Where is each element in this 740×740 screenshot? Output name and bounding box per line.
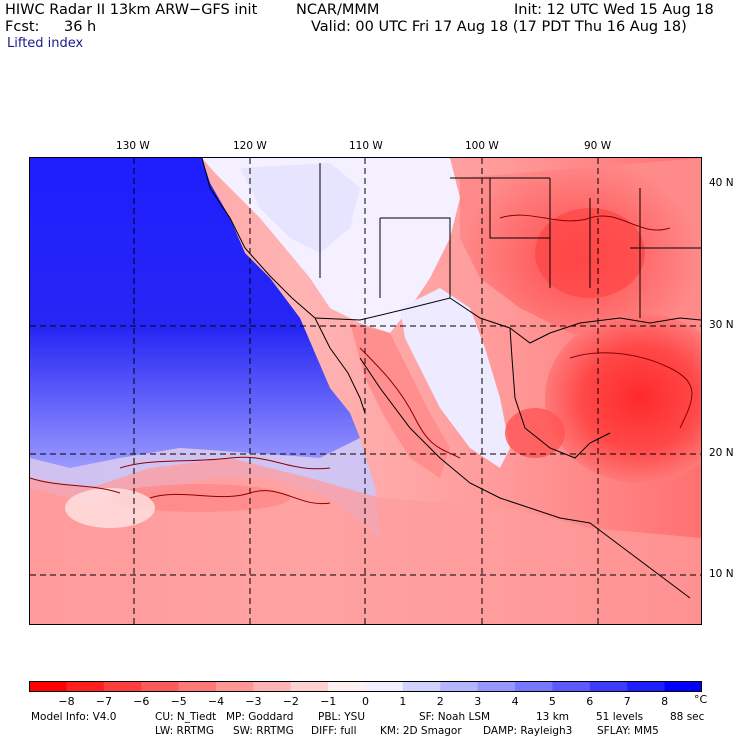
color-scale-label: 8 (661, 695, 669, 708)
color-scale-label: 7 (623, 695, 631, 708)
itcz-streak (110, 484, 290, 512)
valid-time: Valid: 00 UTC Fri 17 Aug 18 (17 PDT Thu … (311, 19, 687, 35)
us-west-coast (201, 158, 316, 319)
microphysics-scheme: MP: Goddard (226, 711, 294, 723)
graticule (30, 158, 701, 624)
color-scale-label: −6 (133, 695, 150, 708)
field-name: Lifted index (7, 36, 84, 51)
lifted-index-field (30, 158, 701, 624)
longwave-scheme: LW: RRTMG (155, 725, 214, 737)
color-scale-label: 3 (474, 695, 482, 708)
color-swatch (627, 681, 666, 692)
pacific-transition-region (30, 438, 380, 538)
contour-itcz (149, 490, 331, 505)
color-scale-label: −7 (95, 695, 113, 708)
color-swatch (29, 681, 67, 692)
shortwave-scheme: SW: RRTMG (233, 725, 294, 737)
color-swatch (328, 681, 366, 692)
color-scale-label: −5 (170, 695, 187, 708)
model-info: Model Info: V4.0 (31, 711, 117, 723)
color-swatch (589, 681, 628, 692)
contour-pacific (30, 477, 121, 494)
color-scale-unit: °C (694, 693, 708, 706)
timestep: 88 sec (670, 711, 705, 723)
color-scale-label: 0 (362, 695, 369, 708)
gulf-core (545, 313, 701, 483)
color-scale-label: −8 (58, 695, 75, 708)
color-swatch (290, 681, 329, 692)
lon-label-110w: 110 W (349, 140, 383, 152)
color-scale-label: 4 (511, 695, 519, 708)
us-mexico-border (314, 297, 511, 329)
state-line-2 (549, 178, 701, 318)
mexico-west-coast (359, 357, 561, 519)
forecast-label: Fcst: (5, 19, 40, 35)
lon-label-90w: 90 W (584, 140, 612, 152)
color-swatch (215, 681, 254, 692)
contour-mexico (359, 347, 461, 459)
central-america (559, 517, 691, 599)
color-scale-label: −2 (282, 695, 299, 708)
grid-spacing: 13 km (536, 711, 570, 723)
lifted-index-contours (30, 214, 693, 505)
state-line-1 (319, 163, 550, 298)
color-swatch (365, 681, 404, 692)
color-swatch (103, 681, 142, 692)
contour-plains (499, 214, 671, 231)
gulf-coast (509, 317, 701, 344)
lon-label-100w: 100 W (465, 140, 499, 152)
great-basin-light (240, 163, 360, 253)
forecast-hour: 36 h (64, 19, 97, 35)
color-swatch (141, 681, 180, 692)
color-swatch (477, 681, 516, 692)
pacific-stable-region (30, 158, 360, 468)
lat-label-30n: 30 N (709, 319, 734, 331)
color-swatch (515, 681, 553, 692)
vertical-levels: 51 levels (596, 711, 644, 723)
diffusion-option: DIFF: full (311, 725, 357, 737)
eddy-coefficient-option: KM: 2D Smagor (380, 725, 462, 737)
color-scale-label: 1 (399, 695, 407, 708)
color-swatch (664, 681, 702, 692)
color-scale-label: 2 (436, 695, 444, 708)
mexico-east-coast (509, 327, 611, 459)
surface-scheme: SF: Noah LSM (419, 711, 491, 723)
lon-label-120w: 120 W (233, 140, 267, 152)
color-swatch (66, 681, 105, 692)
lon-label-130w: 130 W (116, 140, 150, 152)
color-scale-label: −4 (207, 695, 225, 708)
lat-label-20n: 20 N (709, 447, 734, 459)
color-swatch (178, 681, 217, 692)
color-scale-label: 5 (548, 695, 556, 708)
cumulus-scheme: CU: N_Tiedt (155, 711, 217, 723)
southwest-light-patch (65, 488, 155, 528)
color-scale-outline (29, 681, 702, 692)
organization-label: NCAR/MMM (296, 2, 380, 18)
color-swatch (402, 681, 441, 692)
political-boundaries (201, 158, 701, 599)
color-swatch (552, 681, 591, 692)
init-time: Init: 12 UTC Wed 15 Aug 18 (514, 2, 714, 18)
lat-label-40n: 40 N (709, 177, 734, 189)
color-swatch (253, 681, 292, 692)
color-scale-label: −3 (245, 695, 262, 708)
surface-layer-option: SFLAY: MM5 (597, 725, 659, 737)
color-swatch (440, 681, 479, 692)
baja-coast (314, 317, 366, 414)
contour-gulf (569, 352, 693, 429)
pbl-scheme: PBL: YSU (318, 711, 366, 723)
model-title: HIWC Radar II 13km ARW−GFS init (5, 2, 258, 18)
color-scale-label: −1 (320, 695, 337, 708)
bay-of-campeche-core (505, 408, 565, 458)
lat-label-10n: 10 N (709, 568, 734, 580)
color-scale-bar (29, 681, 702, 692)
lifted-index-map (29, 157, 702, 625)
color-scale-label: 6 (586, 695, 594, 708)
contour-south (119, 456, 331, 470)
sierra-madre-warm (350, 323, 450, 478)
damping-option: DAMP: Rayleigh3 (483, 725, 573, 737)
